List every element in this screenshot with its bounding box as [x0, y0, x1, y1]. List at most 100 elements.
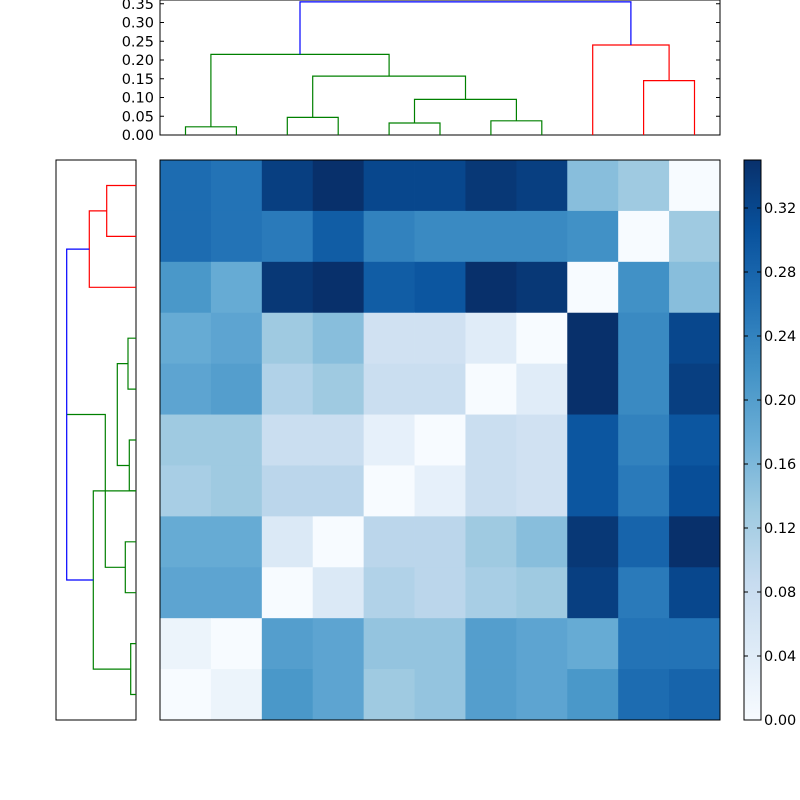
heatmap-cell	[669, 567, 721, 619]
colorbar-tick-label: 0.04	[764, 649, 796, 665]
colorbar-tick-label: 0.28	[764, 265, 796, 281]
heatmap-cell	[312, 516, 365, 568]
heatmap-cell	[516, 160, 568, 212]
top-dendrogram-link	[592, 44, 670, 135]
colorbar-tick-label: 0.08	[764, 585, 796, 601]
heatmap-cell	[567, 618, 619, 670]
heatmap-cell	[160, 618, 212, 670]
heatmap-cell	[516, 567, 568, 619]
top-dendrogram-tick-label: 0.15	[122, 72, 154, 88]
heatmap-cell	[363, 414, 415, 466]
heatmap-cell	[160, 465, 212, 517]
heatmap-cell	[465, 312, 517, 365]
heatmap-cell	[160, 261, 212, 314]
heatmap-cell	[465, 465, 517, 517]
heatmap-cell	[210, 312, 263, 365]
top-dendrogram-link	[388, 122, 441, 135]
heatmap-cell	[465, 210, 517, 263]
heatmap-cell	[618, 618, 670, 670]
heatmap-cell	[414, 618, 466, 670]
top-dendrogram-tick-label: 0.35	[122, 0, 154, 13]
heatmap-cell	[516, 363, 568, 415]
heatmap-cell	[567, 210, 619, 263]
heatmap	[159, 159, 721, 721]
heatmap-cell	[465, 414, 517, 466]
heatmap-cell	[210, 567, 263, 619]
heatmap-cell	[465, 567, 517, 619]
heatmap-cell	[160, 669, 212, 721]
heatmap-cell	[516, 465, 568, 517]
heatmap-cell	[567, 414, 619, 466]
top-dendrogram-tick-label: 0.05	[122, 109, 154, 125]
heatmap-frame	[159, 159, 721, 721]
heatmap-cell	[210, 465, 263, 517]
heatmap-cell	[567, 516, 619, 568]
heatmap-cell	[618, 567, 670, 619]
heatmap-cell	[261, 414, 314, 466]
heatmap-cell	[363, 261, 415, 314]
heatmap-cell	[363, 312, 415, 365]
heatmap-cell	[567, 312, 619, 365]
heatmap-cell	[516, 261, 568, 314]
heatmap-cell	[363, 210, 415, 263]
heatmap-cell	[261, 210, 314, 263]
colorbar-tick-label: 0.32	[764, 201, 796, 217]
top-dendrogram-link	[184, 126, 237, 135]
heatmap-cell	[567, 160, 619, 212]
heatmap-cell	[465, 669, 517, 721]
heatmap-cell	[160, 516, 212, 568]
heatmap-cell	[516, 618, 568, 670]
heatmap-cell	[414, 516, 466, 568]
top-dendrogram-tick-label: 0.20	[122, 53, 154, 69]
heatmap-cell	[312, 160, 365, 212]
colorbar-tick-label: 0.24	[764, 329, 796, 345]
heatmap-cell	[516, 516, 568, 568]
heatmap-cell	[160, 312, 212, 365]
heatmap-cell	[669, 414, 721, 466]
heatmap-cell	[618, 669, 670, 721]
colorbar-gradient	[743, 159, 762, 721]
heatmap-cell	[160, 210, 212, 263]
heatmap-cell	[618, 160, 670, 212]
heatmap-cell	[363, 567, 415, 619]
heatmap-cell	[261, 465, 314, 517]
top-dendrogram-link	[642, 79, 696, 135]
top-dendrogram-tick-label: 0.10	[122, 91, 154, 107]
heatmap-cell	[261, 160, 314, 212]
colorbar: 0.00 0.04 0.08 0.12 0.16 0.20 0.24 0.28 0.32	[743, 159, 796, 729]
heatmap-cell	[210, 363, 263, 415]
heatmap-cell	[363, 160, 415, 212]
heatmap-cell	[618, 414, 670, 466]
colorbar-tick-label: 0.16	[764, 457, 796, 473]
heatmap-cell	[312, 210, 365, 263]
left-dendrogram-link	[106, 184, 136, 237]
heatmap-cell	[210, 210, 263, 263]
heatmap-cell	[312, 567, 365, 619]
top-dendrogram-link	[490, 120, 543, 135]
colorbar-tick-label: 0.00	[764, 713, 796, 729]
heatmap-cell	[312, 363, 365, 415]
top-dendrogram-tick-label: 0.30	[122, 16, 154, 32]
heatmap-cell	[567, 669, 619, 721]
heatmap-cell	[363, 618, 415, 670]
left-dendrogram-link	[88, 210, 136, 288]
heatmap-cell	[261, 567, 314, 619]
top-dendrogram-link	[312, 75, 467, 118]
heatmap-cell	[160, 567, 212, 619]
heatmap-cell	[669, 618, 721, 670]
top-dendrogram-link	[299, 1, 632, 55]
heatmap-cell	[669, 210, 721, 263]
heatmap-cell	[465, 261, 517, 314]
left-dendrogram-link	[66, 248, 94, 581]
heatmap-cell	[210, 618, 263, 670]
heatmap-cell	[414, 567, 466, 619]
heatmap-cell	[567, 567, 619, 619]
left-dendrogram-link	[124, 541, 136, 594]
heatmap-cell	[414, 414, 466, 466]
top-dendrogram-tick-label: 0.00	[122, 128, 154, 144]
heatmap-cell	[160, 363, 212, 415]
heatmap-cell	[465, 516, 517, 568]
heatmap-cell	[618, 516, 670, 568]
heatmap-cell	[618, 465, 670, 517]
heatmap-cell	[414, 210, 466, 263]
